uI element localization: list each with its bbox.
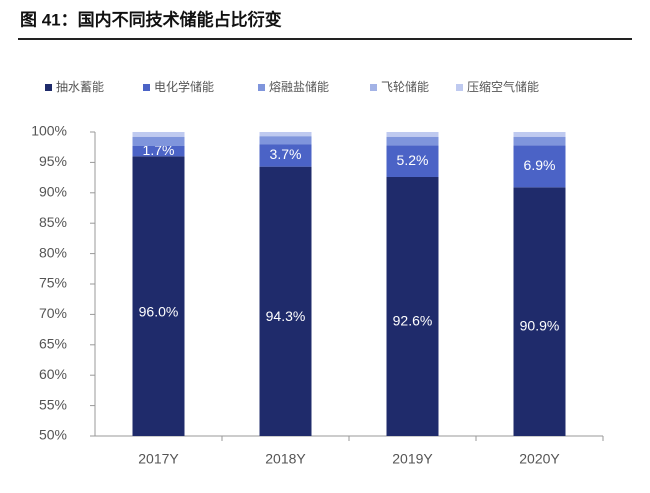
bar-segment bbox=[513, 136, 566, 137]
value-label: 90.9% bbox=[520, 317, 560, 333]
bar-segment bbox=[132, 156, 185, 436]
legend-swatch bbox=[45, 84, 52, 91]
legend-label: 熔融盐储能 bbox=[269, 79, 329, 94]
bar-segment bbox=[386, 136, 439, 146]
bar-segment bbox=[132, 136, 185, 146]
bar-segment bbox=[386, 132, 439, 137]
bar-segment bbox=[513, 145, 566, 188]
y-tick-label: 65% bbox=[39, 336, 67, 352]
bar-segment bbox=[259, 136, 312, 145]
legend-label: 飞轮储能 bbox=[381, 79, 429, 94]
value-label: 5.2% bbox=[397, 152, 429, 168]
legend-swatch bbox=[143, 84, 150, 91]
y-tick-label: 55% bbox=[39, 396, 67, 412]
y-tick-label: 50% bbox=[39, 427, 67, 443]
y-tick-label: 60% bbox=[39, 366, 67, 382]
legend-label: 压缩空气储能 bbox=[467, 79, 539, 94]
bar-segment bbox=[259, 135, 312, 137]
legend-swatch bbox=[370, 84, 377, 91]
legend-label: 电化学储能 bbox=[154, 79, 214, 94]
chart-title: 图 41：国内不同技术储能占比衍变 bbox=[20, 9, 282, 29]
x-tick-label: 2018Y bbox=[265, 451, 306, 467]
bar-segment bbox=[386, 176, 439, 436]
legend-swatch bbox=[456, 84, 463, 91]
bar-segment bbox=[259, 144, 312, 167]
value-label: 94.3% bbox=[266, 308, 306, 324]
value-label: 96.0% bbox=[139, 304, 179, 320]
y-tick-label: 75% bbox=[39, 275, 67, 291]
value-label: 92.6% bbox=[393, 313, 433, 329]
bar-segment bbox=[513, 187, 566, 436]
y-tick-label: 85% bbox=[39, 214, 67, 230]
y-tick-label: 70% bbox=[39, 305, 67, 321]
y-tick-label: 95% bbox=[39, 153, 67, 169]
y-tick-label: 90% bbox=[39, 184, 67, 200]
x-tick-label: 2017Y bbox=[138, 451, 179, 467]
bar-segment bbox=[513, 132, 566, 137]
x-tick-label: 2020Y bbox=[519, 451, 560, 467]
bar-segment bbox=[132, 136, 185, 137]
value-label: 3.7% bbox=[270, 146, 302, 162]
bar-segment bbox=[386, 136, 439, 137]
legend-label: 抽水蓄能 bbox=[56, 80, 104, 94]
bar-segment bbox=[513, 136, 566, 146]
bar-segment bbox=[132, 132, 185, 137]
bar-segment bbox=[259, 132, 312, 136]
bar-segment bbox=[386, 145, 439, 177]
bar-segment bbox=[259, 166, 312, 436]
value-label: 6.9% bbox=[524, 157, 556, 173]
x-tick-label: 2019Y bbox=[392, 451, 433, 467]
y-tick-label: 100% bbox=[31, 123, 67, 139]
legend-swatch bbox=[258, 84, 265, 91]
y-tick-label: 80% bbox=[39, 244, 67, 260]
bar-segment bbox=[132, 145, 185, 157]
